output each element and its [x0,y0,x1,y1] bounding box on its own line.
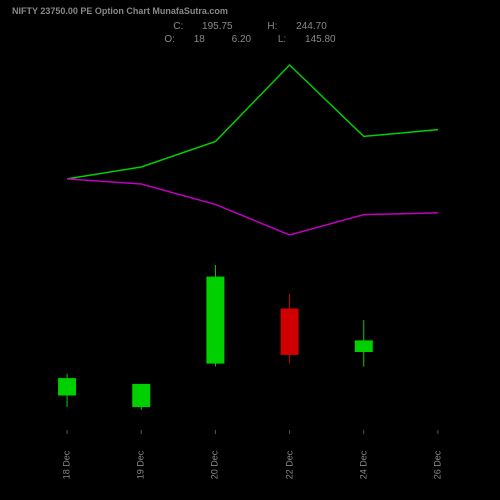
purple-line [67,179,438,235]
candle-body [281,309,299,355]
chart-canvas [0,0,500,500]
candle-body [206,277,224,364]
x-axis-label: 20 Dec [210,451,220,480]
x-axis-label: 26 Dec [432,451,442,480]
candle-body [58,378,76,395]
candle-body [355,340,373,352]
x-axis-label: 24 Dec [358,451,368,480]
candle-body [132,384,150,407]
green-line [67,65,438,179]
x-axis-label: 19 Dec [136,451,146,480]
x-axis-label: 18 Dec [61,451,71,480]
x-axis-label: 22 Dec [284,451,294,480]
